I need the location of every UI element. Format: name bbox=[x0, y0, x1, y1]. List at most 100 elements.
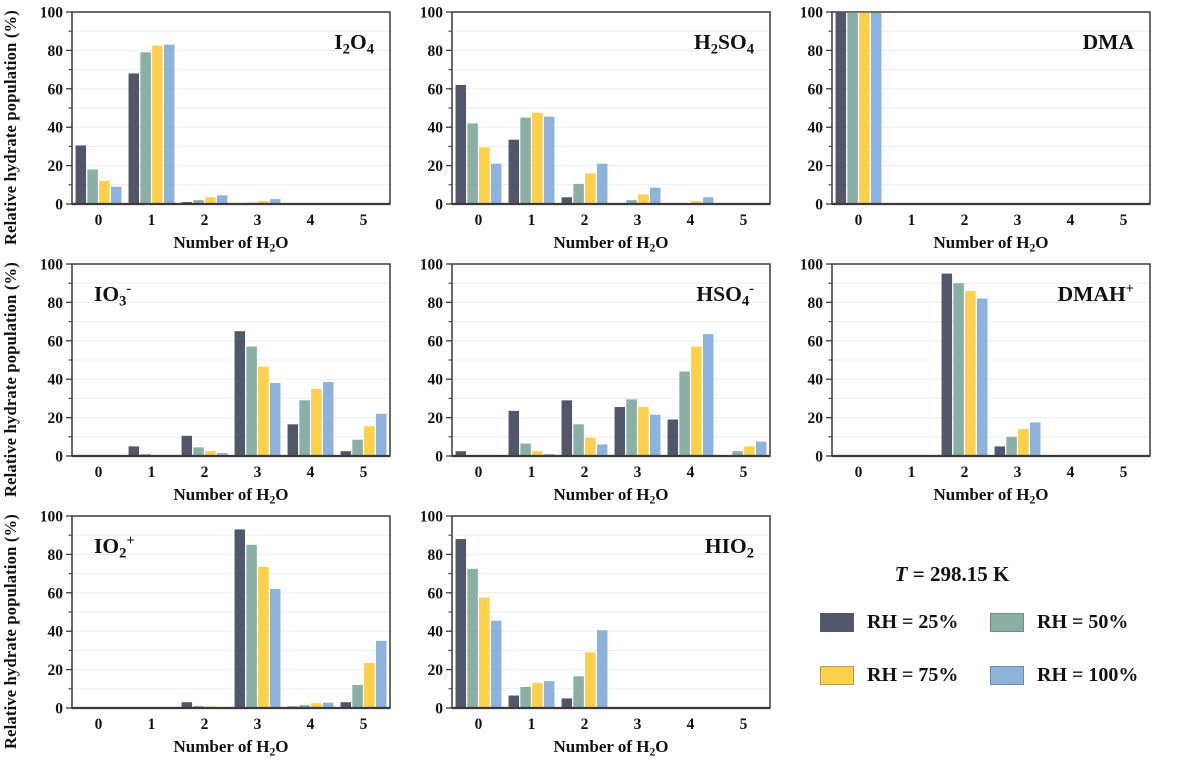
bar-DMAH+-x2-series1 bbox=[953, 283, 964, 456]
bar-H2SO4-x3-series2 bbox=[638, 194, 649, 204]
x-tick-label: 0 bbox=[855, 464, 863, 481]
legend-swatch-icon bbox=[990, 613, 1024, 632]
chart-panel-dmah: 0 20 40 60 80 100 0 1 2 3 4 5 DMAH+ Number of H2O bbox=[782, 254, 1162, 507]
x-tick-label: 3 bbox=[1014, 464, 1022, 481]
bar-HSO4--x4-series1 bbox=[679, 371, 690, 456]
x-tick-label: 0 bbox=[95, 212, 103, 229]
y-axis-title: Relative hydrate population (%) bbox=[1, 10, 20, 246]
x-tick-label: 1 bbox=[148, 212, 156, 229]
bar-HSO4--x5-series1 bbox=[732, 451, 743, 456]
bar-H2SO4-x0-series1 bbox=[467, 123, 478, 204]
bar-I2O4-x0-series0 bbox=[75, 145, 87, 204]
y-tick-label: 20 bbox=[808, 158, 824, 175]
bar-IO3--x5-series3 bbox=[375, 413, 387, 456]
y-tick-label: 40 bbox=[48, 624, 64, 641]
y-tick-label: 40 bbox=[428, 120, 444, 137]
bar-H2SO4-x1-series0 bbox=[508, 139, 520, 204]
y-tick-label: 20 bbox=[428, 662, 444, 679]
bar-IO2+-x3-series1 bbox=[246, 544, 257, 708]
y-tick-label: 0 bbox=[55, 197, 63, 214]
legend-entries: RH = 25% RH = 50% RH = 75% RH = 100% bbox=[820, 611, 1162, 687]
bar-IO3--x3-series1 bbox=[246, 346, 257, 456]
bar-IO3--x5-series2 bbox=[364, 426, 375, 456]
bar-IO3--x2-series3 bbox=[216, 453, 228, 456]
x-tick-label: 2 bbox=[201, 716, 209, 733]
bar-IO3--x3-series3 bbox=[269, 383, 281, 456]
bar-DMAH+-x2-series2 bbox=[965, 290, 976, 456]
bar-I2O4-x2-series1 bbox=[193, 200, 204, 204]
bar-HIO2-x0-series2 bbox=[479, 597, 490, 708]
bar-HIO2-x0-series3 bbox=[490, 620, 502, 708]
x-axis-title: Number of H2O bbox=[173, 485, 288, 506]
bar-H2SO4-x1-series2 bbox=[532, 112, 543, 204]
x-tick-label: 0 bbox=[95, 464, 103, 481]
chart-panel-io2: 0 20 40 60 80 100 0 1 2 3 4 5 IO2+ Number of H2O bbox=[22, 506, 402, 759]
x-tick-label: 1 bbox=[908, 464, 916, 481]
bar-IO2+-x5-series0 bbox=[340, 702, 352, 708]
bar-DMAH+-x2-series3 bbox=[976, 298, 988, 456]
x-tick-label: 3 bbox=[634, 464, 642, 481]
x-tick-label: 4 bbox=[687, 464, 695, 481]
bar-IO3--x5-series1 bbox=[352, 439, 363, 456]
x-tick-label: 0 bbox=[475, 212, 483, 229]
bar-H2SO4-x3-series1 bbox=[626, 200, 637, 204]
y-tick-label: 60 bbox=[808, 81, 824, 98]
x-tick-label: 4 bbox=[1067, 464, 1075, 481]
bar-HSO4--x4-series2 bbox=[691, 346, 702, 456]
bar-HIO2-x0-series0 bbox=[455, 539, 467, 708]
legend-entry-1: RH = 25% bbox=[820, 611, 990, 634]
bar-I2O4-x0-series3 bbox=[110, 186, 122, 204]
bar-H2SO4-x4-series3 bbox=[702, 197, 714, 204]
bar-IO3--x4-series3 bbox=[322, 382, 334, 456]
x-tick-label: 5 bbox=[1120, 212, 1128, 229]
bar-IO2+-x5-series1 bbox=[352, 684, 363, 708]
y-tick-label: 60 bbox=[428, 333, 444, 350]
bar-DMAH+-x2-series0 bbox=[941, 273, 953, 456]
x-tick-label: 5 bbox=[740, 212, 748, 229]
bar-H2SO4-x3-series3 bbox=[649, 187, 661, 204]
y-tick-label: 100 bbox=[40, 509, 64, 526]
y-tick-label: 100 bbox=[800, 257, 824, 274]
bar-H2SO4-x0-series3 bbox=[490, 163, 502, 204]
x-tick-label: 0 bbox=[855, 212, 863, 229]
x-axis-title: Number of H2O bbox=[173, 233, 288, 254]
legend-entry-2: RH = 50% bbox=[990, 611, 1160, 634]
bar-IO3--x4-series0 bbox=[287, 424, 299, 456]
y-tick-label: 40 bbox=[428, 372, 444, 389]
y-tick-label: 0 bbox=[435, 701, 443, 718]
bar-H2SO4-x0-series0 bbox=[455, 84, 467, 204]
x-tick-label: 1 bbox=[528, 464, 536, 481]
bar-HIO2-x0-series1 bbox=[467, 568, 478, 708]
x-tick-label: 2 bbox=[961, 212, 969, 229]
y-tick-label: 100 bbox=[800, 5, 824, 22]
x-tick-label: 1 bbox=[148, 464, 156, 481]
legend-label: RH = 50% bbox=[1037, 611, 1129, 633]
bar-I2O4-x2-series3 bbox=[216, 195, 228, 204]
y-tick-label: 0 bbox=[815, 449, 823, 466]
y-tick-label: 20 bbox=[48, 410, 64, 427]
bar-HSO4--x3-series3 bbox=[649, 414, 661, 456]
bar-IO3--x4-series2 bbox=[311, 388, 322, 456]
y-tick-label: 60 bbox=[48, 81, 64, 98]
panel-title-I2O4: I2O4 bbox=[334, 30, 374, 58]
x-tick-label: 2 bbox=[201, 212, 209, 229]
bar-I2O4-x1-series1 bbox=[140, 52, 151, 204]
x-axis-title: Number of H2O bbox=[553, 233, 668, 254]
x-tick-label: 3 bbox=[254, 716, 262, 733]
bar-chart-HSO4-: 0 20 40 60 80 100 0 1 2 3 4 5 HSO4- Number of H2O bbox=[420, 257, 771, 507]
bar-IO2+-x4-series3 bbox=[322, 702, 334, 708]
panel-title-IO3-: IO3- bbox=[94, 281, 131, 310]
x-tick-label: 4 bbox=[687, 212, 695, 229]
y-tick-label: 100 bbox=[40, 257, 64, 274]
legend-entry-3: RH = 75% bbox=[820, 664, 990, 687]
bar-HSO4--x1-series0 bbox=[508, 410, 520, 456]
bar-DMA-x0-series3 bbox=[870, 12, 882, 204]
panel-title-HIO2: HIO2 bbox=[705, 534, 754, 562]
legend-label: RH = 25% bbox=[867, 611, 959, 633]
x-tick-label: 3 bbox=[254, 464, 262, 481]
panel-title-DMAH+: DMAH+ bbox=[1058, 281, 1134, 306]
x-tick-label: 1 bbox=[908, 212, 916, 229]
legend-swatch-icon bbox=[990, 666, 1024, 685]
y-tick-label: 60 bbox=[48, 333, 64, 350]
bar-HSO4--x5-series3 bbox=[755, 441, 767, 456]
